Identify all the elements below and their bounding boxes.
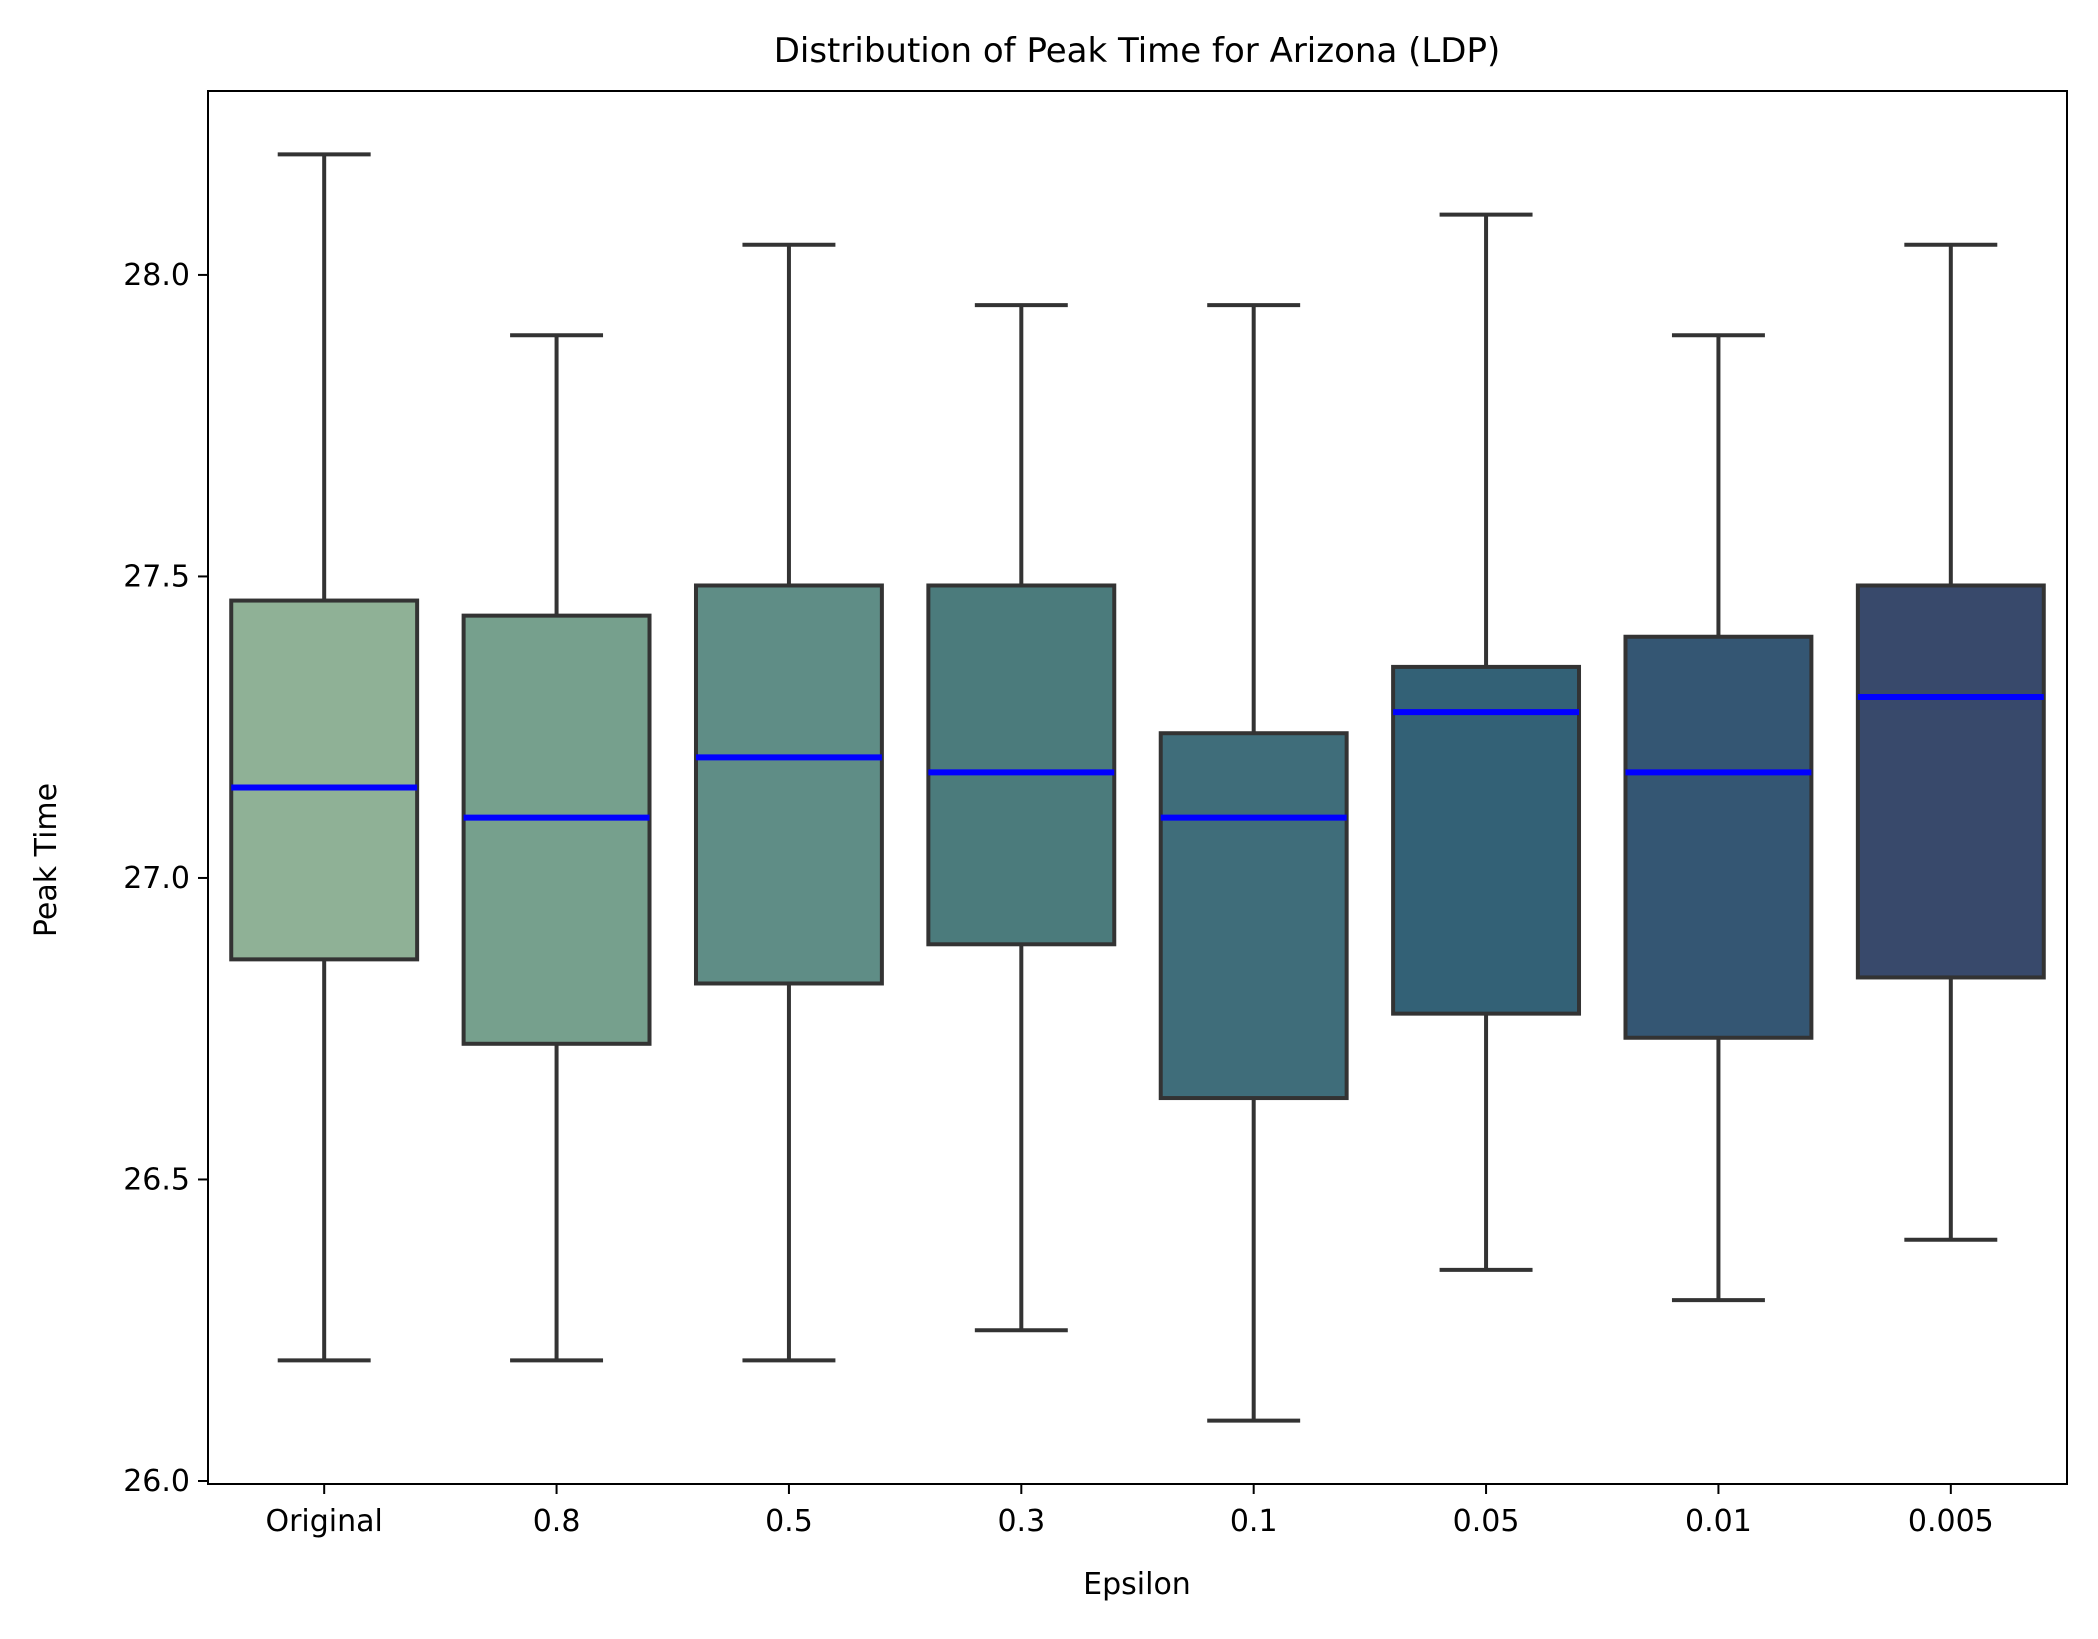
- y-tick-label: 26.5: [123, 1162, 190, 1197]
- box-group-0: [229, 152, 420, 1363]
- box-group-3: [926, 303, 1117, 1333]
- chart-title: Distribution of Peak Time for Arizona (L…: [774, 31, 1501, 71]
- iqr-box: [1855, 583, 2046, 980]
- x-tick-label: Original: [265, 1504, 382, 1539]
- x-tick-label: 0.01: [1685, 1504, 1752, 1539]
- x-tick-label: 0.05: [1453, 1504, 1520, 1539]
- box-group-7: [1855, 242, 2046, 1242]
- y-axis: 26.0 26.5 27.0 27.5 28.0: [123, 258, 208, 1499]
- iqr-box: [1391, 664, 1582, 1016]
- y-tick-label: 27.0: [123, 861, 190, 896]
- iqr-box: [461, 613, 652, 1046]
- y-axis-label: Peak Time: [29, 783, 64, 937]
- x-axis-label: Epsilon: [1083, 1567, 1191, 1602]
- box-group-4: [1158, 303, 1349, 1423]
- box-group-1: [461, 333, 652, 1363]
- box-group-5: [1391, 212, 1582, 1272]
- plot-area: [229, 152, 2046, 1423]
- iqr-box: [926, 583, 1117, 947]
- x-tick-label: 0.005: [1908, 1504, 1994, 1539]
- y-tick-label: 26.0: [123, 1464, 190, 1499]
- box-group-6: [1623, 333, 1814, 1303]
- iqr-box: [1623, 634, 1814, 1040]
- x-tick-label: 0.8: [533, 1504, 581, 1539]
- x-tick-label: 0.5: [765, 1504, 813, 1539]
- y-tick-label: 27.5: [123, 559, 190, 594]
- iqr-box: [1158, 731, 1349, 1101]
- iqr-box: [693, 583, 884, 986]
- y-tick-label: 28.0: [123, 258, 190, 293]
- iqr-box: [229, 598, 420, 962]
- x-tick-label: 0.3: [997, 1504, 1045, 1539]
- x-axis: Original 0.8 0.5 0.3 0.1 0.05 0.01 0.005: [265, 1484, 1994, 1539]
- x-tick-label: 0.1: [1230, 1504, 1278, 1539]
- box-group-2: [693, 242, 884, 1363]
- plot-frame: [207, 90, 2068, 1485]
